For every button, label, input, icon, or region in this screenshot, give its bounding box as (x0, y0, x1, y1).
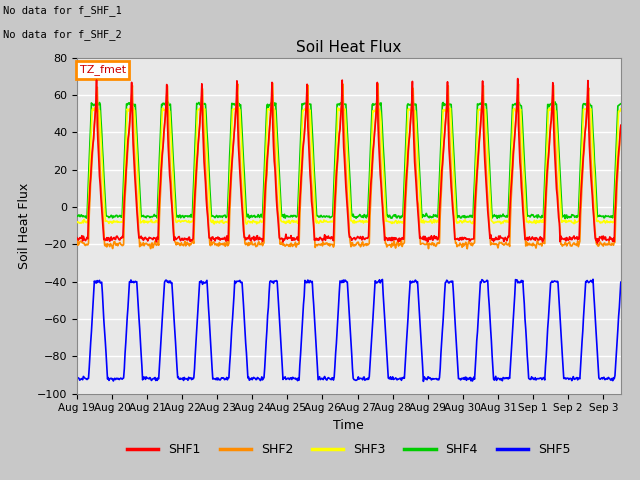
Text: TZ_fmet: TZ_fmet (79, 64, 125, 75)
Text: No data for f_SHF_2: No data for f_SHF_2 (3, 29, 122, 40)
Legend: SHF1, SHF2, SHF3, SHF4, SHF5: SHF1, SHF2, SHF3, SHF4, SHF5 (122, 438, 575, 461)
Y-axis label: Soil Heat Flux: Soil Heat Flux (18, 182, 31, 269)
X-axis label: Time: Time (333, 419, 364, 432)
Title: Soil Heat Flux: Soil Heat Flux (296, 40, 401, 55)
Text: No data for f_SHF_1: No data for f_SHF_1 (3, 5, 122, 16)
